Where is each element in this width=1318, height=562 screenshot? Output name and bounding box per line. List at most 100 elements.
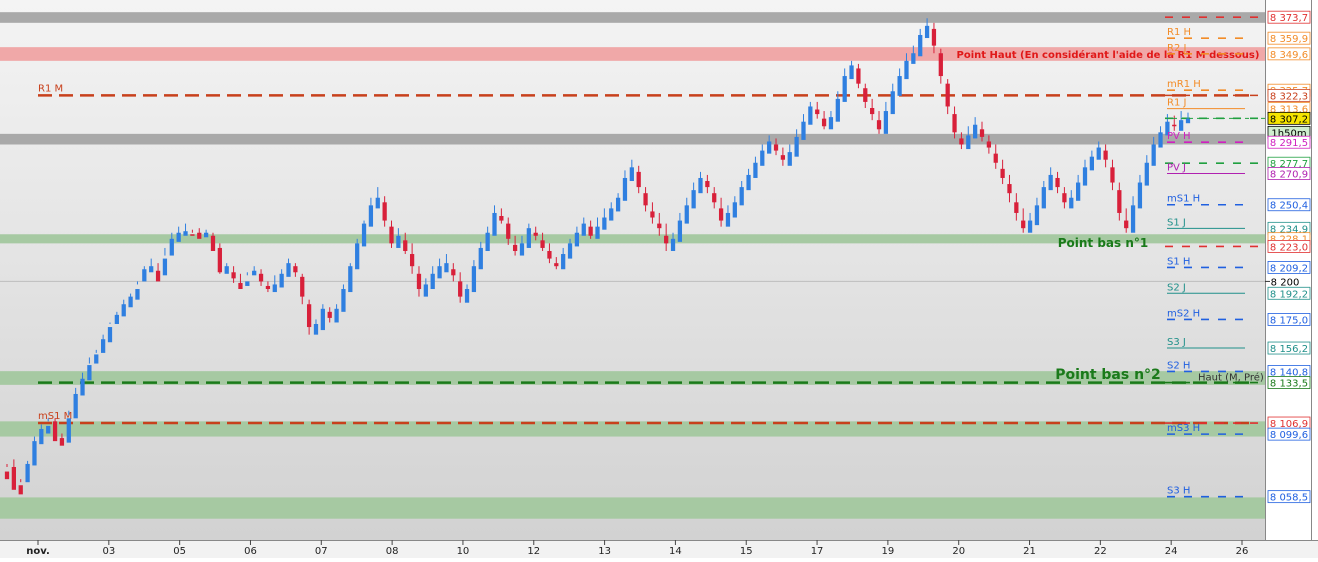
candle-body-85 [588, 226, 593, 236]
candle-body-71 [492, 212, 497, 236]
candle-body-132 [911, 53, 916, 64]
candle-body-69 [478, 247, 483, 270]
candle-body-72 [499, 216, 504, 221]
candle-body-150 [1034, 205, 1040, 226]
candle-body-142 [979, 129, 985, 137]
candle-body-94 [650, 211, 655, 218]
candle-body-81 [561, 254, 566, 270]
price-label-box-16 [1267, 286, 1311, 300]
price-label-box-20 [1267, 376, 1311, 389]
x-tick-label-12: 19 [882, 546, 895, 557]
candle-body-160 [1103, 150, 1108, 160]
candle-body-58 [403, 240, 408, 251]
candle-body-44 [306, 304, 312, 328]
price-label-20: 8 133,5 [1270, 379, 1308, 390]
candle-body-165 [1137, 182, 1143, 209]
candle-body-130 [897, 76, 902, 96]
candle-body-115 [794, 136, 799, 157]
price-label-18: 8 156,2 [1270, 344, 1308, 355]
candle-body-8 [59, 438, 65, 446]
x-tick-label-16: 24 [1165, 546, 1178, 557]
x-tick-label-15: 22 [1094, 546, 1107, 557]
candle-body-91 [629, 167, 634, 182]
candle-body-136 [938, 53, 943, 77]
candle-body-43 [300, 276, 305, 297]
x-tick-label-17: 26 [1236, 546, 1249, 557]
candle-body-28 [197, 232, 202, 239]
candle-body-155 [1069, 197, 1074, 209]
candle-body-25 [176, 232, 181, 242]
candle-body-86 [595, 226, 600, 239]
candle-body-35 [245, 281, 250, 286]
candle-body-59 [409, 254, 415, 267]
price-label-10: 8 270,9 [1270, 170, 1308, 181]
candle-body-171 [1179, 120, 1184, 131]
price-label-box-8 [1267, 135, 1311, 149]
candle-body-34 [238, 282, 243, 290]
price-label-1: 8 359,9 [1270, 34, 1308, 45]
candle-body-164 [1130, 205, 1136, 233]
candle-body-18 [128, 296, 133, 308]
candle-body-40 [279, 273, 284, 288]
candle-body-78 [540, 240, 545, 248]
candle-body-70 [485, 232, 490, 251]
candle-body-118 [815, 109, 820, 115]
candle-body-95 [657, 223, 662, 229]
candle-body-140 [966, 135, 971, 150]
price-label-box-2 [1267, 47, 1311, 61]
candle-body-144 [993, 153, 998, 163]
candle-body-138 [952, 114, 957, 133]
candle-body-87 [602, 217, 607, 230]
pivot-label-4: PV H [1167, 131, 1191, 142]
candle-body-145 [1000, 168, 1005, 178]
candle-body-156 [1076, 182, 1081, 201]
pivot-label-9: S2 J [1167, 282, 1186, 293]
candle-body-117 [808, 106, 813, 125]
candle-body-101 [698, 177, 703, 194]
price-label-6: 8 307,2 [1270, 114, 1308, 125]
candle-body-4 [32, 441, 37, 466]
x-tick-label-10: 15 [740, 546, 753, 557]
candle-body-23 [162, 258, 168, 276]
candle-body-22 [155, 270, 161, 282]
candle-body-56 [389, 226, 394, 244]
candle-body-62 [430, 273, 435, 290]
candle-body-157 [1082, 167, 1088, 186]
candle-body-46 [320, 308, 325, 331]
candle-body-12 [87, 365, 92, 381]
x-tick-label-1: 03 [102, 546, 115, 557]
plot-background [0, 0, 1265, 540]
price-label-5: 8 313,6 [1270, 105, 1308, 116]
price-label-4: 8 322,3 [1270, 91, 1308, 102]
candle-body-131 [904, 60, 909, 80]
candle-body-48 [334, 308, 339, 323]
long-level-label-2: mS1 M [38, 411, 72, 422]
pivot-label-3: R1 J [1167, 98, 1186, 109]
candle-body-37 [258, 273, 264, 282]
candle-body-120 [828, 117, 834, 130]
candle-body-47 [327, 311, 332, 318]
pivot-label-13: mS3 H [1167, 423, 1200, 434]
price-label-box-10 [1267, 167, 1311, 180]
candle-body-42 [293, 266, 298, 273]
candle-body-168 [1158, 132, 1163, 148]
candle-body-126 [870, 108, 875, 115]
candle-body-84 [581, 223, 586, 236]
candle-body-74 [512, 244, 518, 251]
candle-body-163 [1124, 220, 1129, 229]
candle-body-21 [149, 266, 154, 273]
candle-body-51 [355, 243, 360, 270]
annotation-0: Point Haut (En considérant l'aide de la … [957, 49, 1260, 61]
candle-body-11 [80, 378, 85, 396]
price-label-box-11 [1267, 198, 1311, 212]
candle-body-53 [368, 205, 374, 227]
zone-green-3 [0, 421, 1265, 437]
candle-body-15 [107, 327, 113, 343]
candle-body-17 [121, 304, 126, 317]
candle-body-124 [856, 68, 861, 84]
candle-body-88 [609, 208, 614, 221]
candle-body-167 [1151, 144, 1156, 166]
candle-body-96 [664, 235, 669, 244]
price-label-21: 8 106,9 [1270, 419, 1308, 430]
candle-body-121 [835, 98, 840, 122]
